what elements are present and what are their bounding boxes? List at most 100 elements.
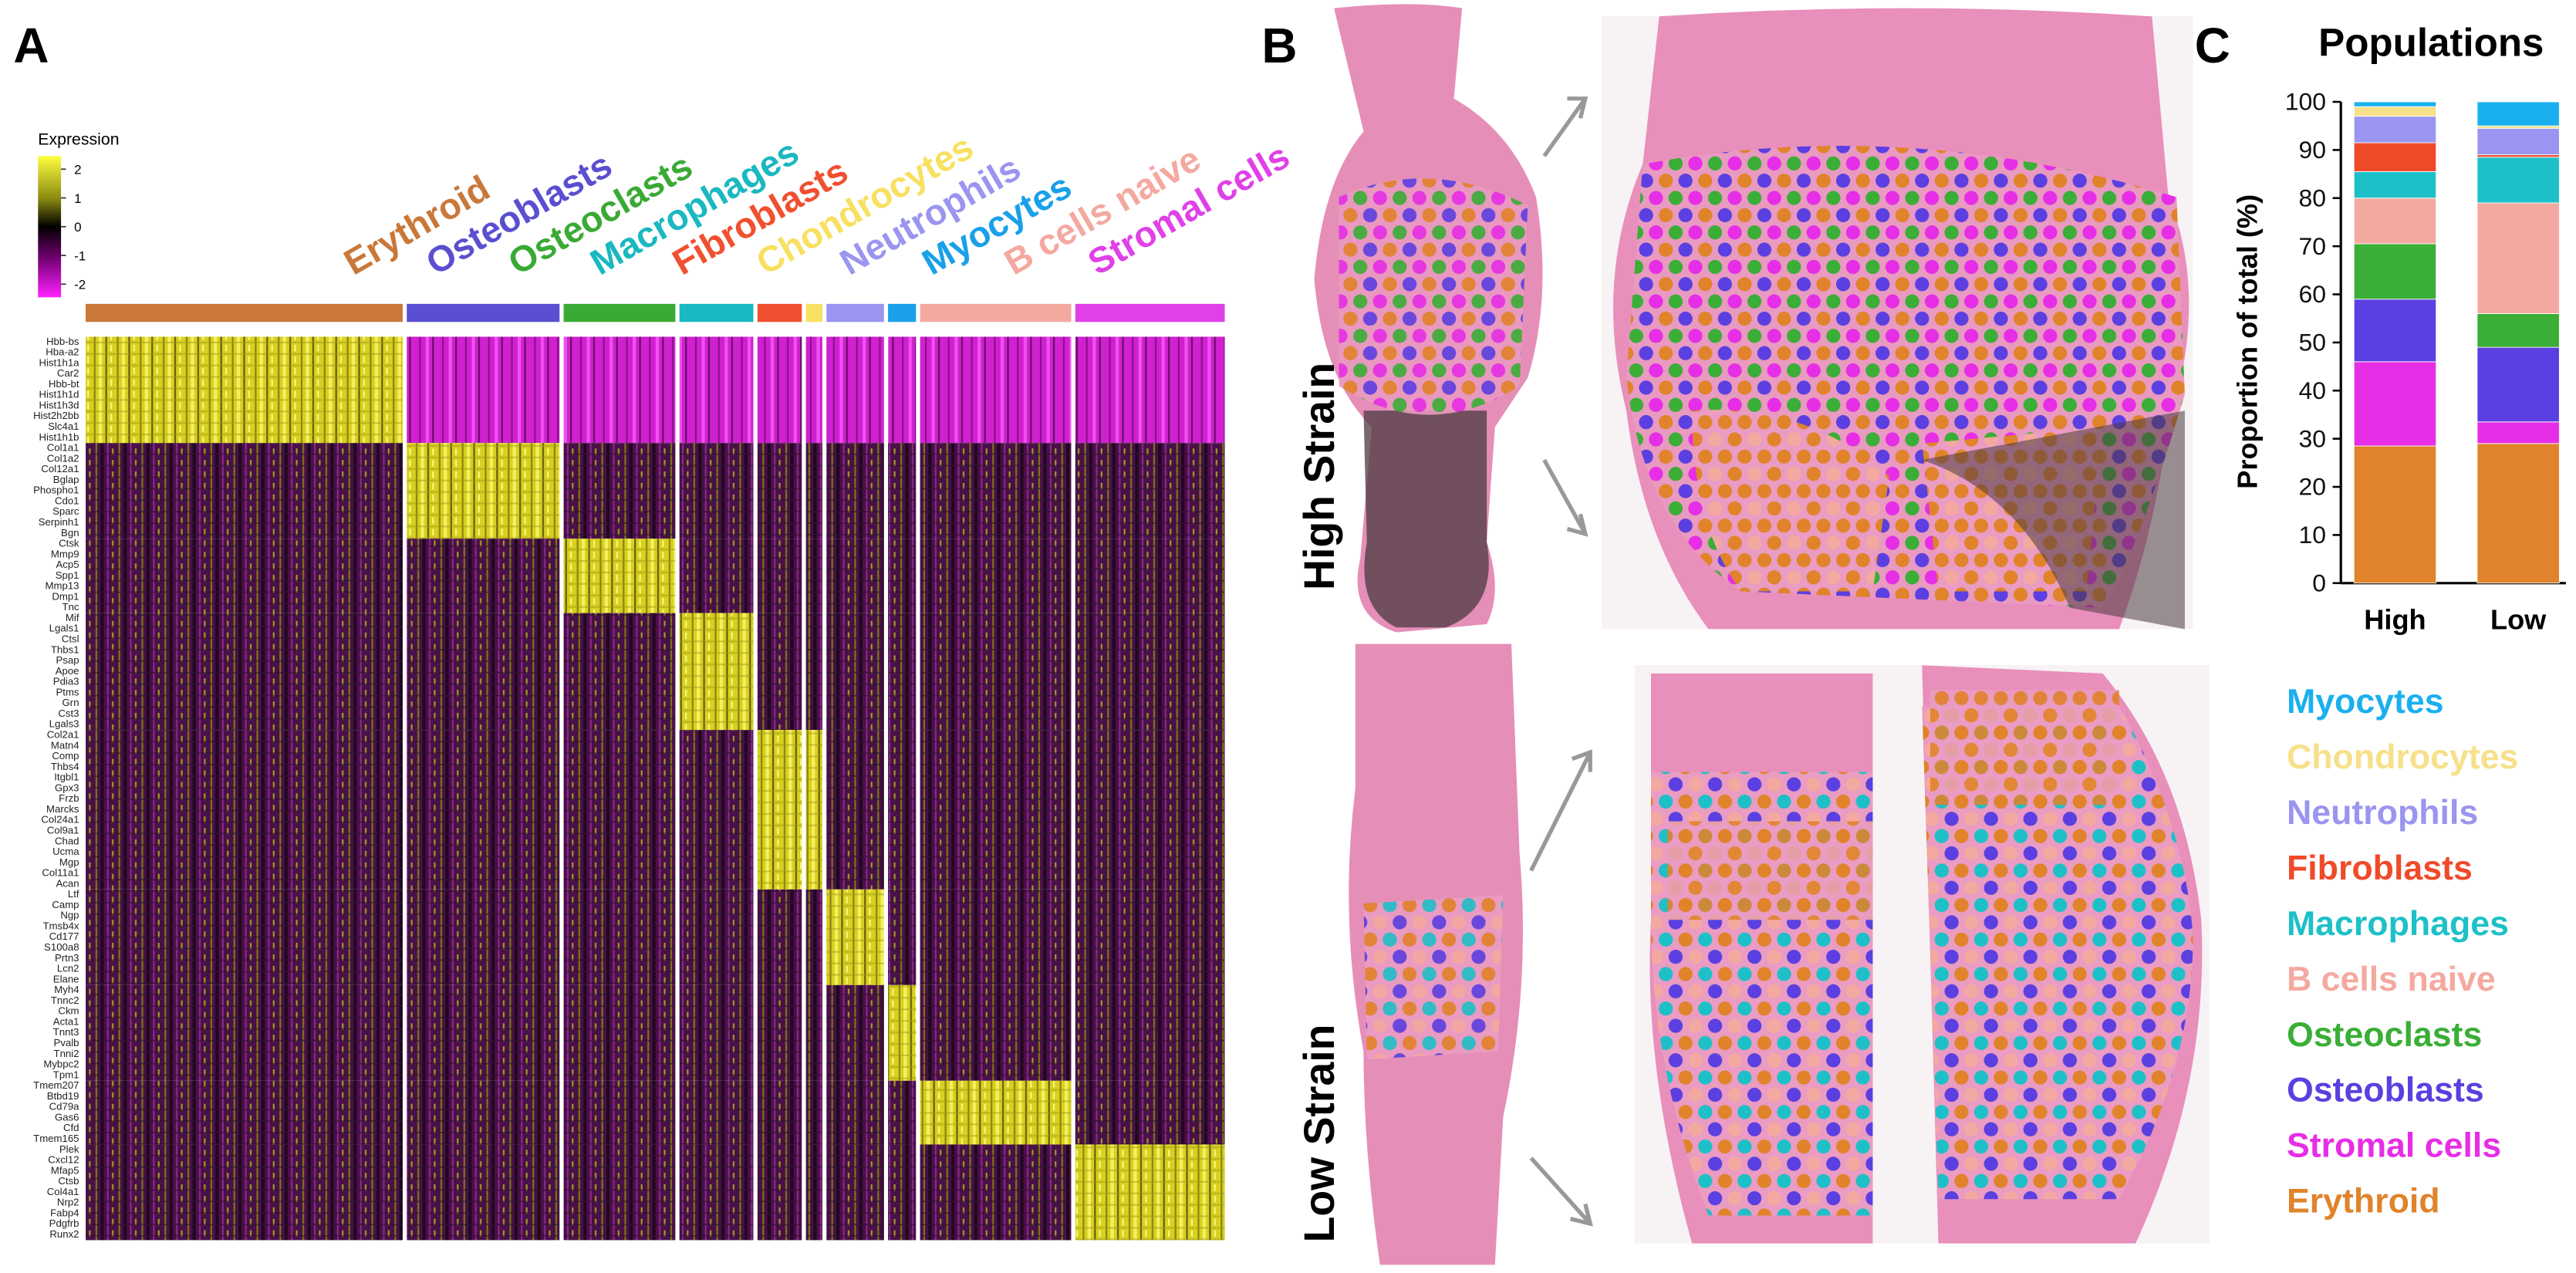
gene-label: Cst3: [58, 707, 79, 719]
heatmap-block: [86, 984, 403, 1081]
heatmap-block: [407, 336, 560, 444]
heatmap-block: [920, 984, 1072, 1081]
heatmap-block: [86, 336, 403, 444]
heatmap-block: [407, 1144, 560, 1241]
gene-label: Thbs1: [51, 643, 79, 655]
y-tick-label: 10: [2299, 521, 2327, 549]
heatmap-block: [563, 1144, 676, 1241]
legend-entry: Stromal cells: [2287, 1127, 2501, 1165]
heatmap-block: [563, 889, 676, 985]
gene-label: Lcn2: [57, 963, 79, 974]
heatmap-block: [679, 889, 754, 985]
heatmap-block: [757, 336, 802, 444]
heatmap-block: [920, 443, 1072, 539]
heatmap-block: [888, 1144, 917, 1241]
bar-segment: [2353, 299, 2437, 363]
gene-label: Matn4: [51, 739, 79, 751]
heatmap-block: [679, 1144, 754, 1241]
bar-segment: [2476, 313, 2560, 348]
spots: [1667, 690, 2119, 920]
y-tick-label: 80: [2299, 184, 2327, 211]
gene-label: Col11a1: [42, 867, 79, 879]
gene-label: Dmp1: [52, 590, 79, 602]
colorbar-title: Expression: [38, 130, 119, 148]
gene-label: Btbd19: [47, 1090, 79, 1102]
row-label: High Strain: [1295, 363, 1343, 590]
gene-label: Grn: [62, 697, 79, 708]
gene-label: Chad: [55, 835, 79, 846]
gene-label: Mgp: [59, 856, 79, 868]
heatmap-block: [757, 539, 802, 613]
heatmap-block: [757, 1144, 802, 1241]
heatmap-block: [888, 336, 917, 444]
cluster-bar: [407, 303, 560, 322]
heatmap-block: [407, 730, 560, 890]
gene-label: Car2: [57, 367, 79, 379]
panel-label: C: [2195, 18, 2230, 73]
heatmap-block: [826, 539, 884, 613]
gene-label: Ckm: [58, 1005, 79, 1017]
heatmap-block: [757, 984, 802, 1081]
bar-segment: [2476, 125, 2560, 129]
gene-label: Ngp: [60, 910, 79, 921]
cluster-bar: [757, 303, 802, 322]
gene-label: Myh4: [54, 984, 79, 995]
bar-segment: [2476, 157, 2560, 204]
y-tick-label: 40: [2299, 376, 2327, 404]
heatmap-block: [563, 336, 676, 444]
gene-label: Runx2: [49, 1228, 79, 1240]
gene-label: Nrp2: [57, 1197, 79, 1208]
gene-label: Col1a2: [47, 452, 79, 464]
gene-label: Comp: [52, 750, 79, 761]
heatmap-block: [805, 730, 822, 890]
arrow: [1542, 96, 1588, 157]
chart-title: Populations: [2318, 20, 2544, 64]
legend-entry: Macrophages: [2287, 905, 2509, 943]
heatmap-block: [679, 336, 754, 444]
gene-label: Tnni2: [54, 1048, 79, 1059]
y-tick-label: 0: [2312, 569, 2326, 596]
gene-label: Lgals1: [49, 623, 79, 634]
y-tick-label: 70: [2299, 232, 2327, 260]
heatmap-block: [826, 443, 884, 539]
gene-label: Mmp9: [51, 548, 79, 559]
gene-label: Slc4a1: [48, 420, 79, 432]
heatmap-block: [86, 889, 403, 985]
legend-entry: Myocytes: [2287, 683, 2444, 721]
bar-segment: [2353, 106, 2437, 117]
tissue: [1922, 410, 2185, 630]
heatmap-block: [563, 443, 676, 539]
heatmap-block: [826, 613, 884, 731]
gene-label: Col9a1: [47, 824, 79, 836]
cluster-bar: [805, 303, 822, 322]
heatmap-block: [888, 613, 917, 731]
heatmap-block: [1075, 539, 1225, 613]
y-tick-label: 100: [2285, 88, 2326, 116]
gene-label: Hist1h3d: [39, 399, 79, 410]
heatmap-block: [805, 443, 822, 539]
tissue: [1363, 410, 1489, 628]
heatmap-block: [920, 613, 1072, 731]
x-tick-label: Low: [2490, 603, 2547, 635]
gene-label: Ltf: [68, 888, 79, 900]
panel-label: B: [1261, 18, 1297, 73]
gene-label: Hist1h1b: [39, 431, 79, 443]
colorbar: [38, 156, 62, 298]
bar-segment: [2353, 243, 2437, 300]
heatmap-block: [563, 613, 676, 731]
gene-label: Gas6: [55, 1111, 79, 1123]
gene-label: Apoe: [56, 665, 79, 677]
heatmap-block: [679, 984, 754, 1081]
heatmap-block: [805, 336, 822, 444]
heatmap-block: [679, 443, 754, 539]
heatmap-block: [805, 1144, 822, 1241]
heatmap-block: [1075, 1080, 1225, 1145]
heatmap-block: [1075, 730, 1225, 890]
gene-label: Acan: [56, 877, 79, 889]
gene-label: Cd79a: [49, 1101, 80, 1113]
colorbar-tick-label: 2: [74, 163, 81, 177]
gene-label: Hist1h1a: [39, 356, 79, 368]
arrow: [1542, 458, 1588, 537]
heatmap-block: [920, 336, 1072, 444]
heatmap-block: [805, 889, 822, 985]
